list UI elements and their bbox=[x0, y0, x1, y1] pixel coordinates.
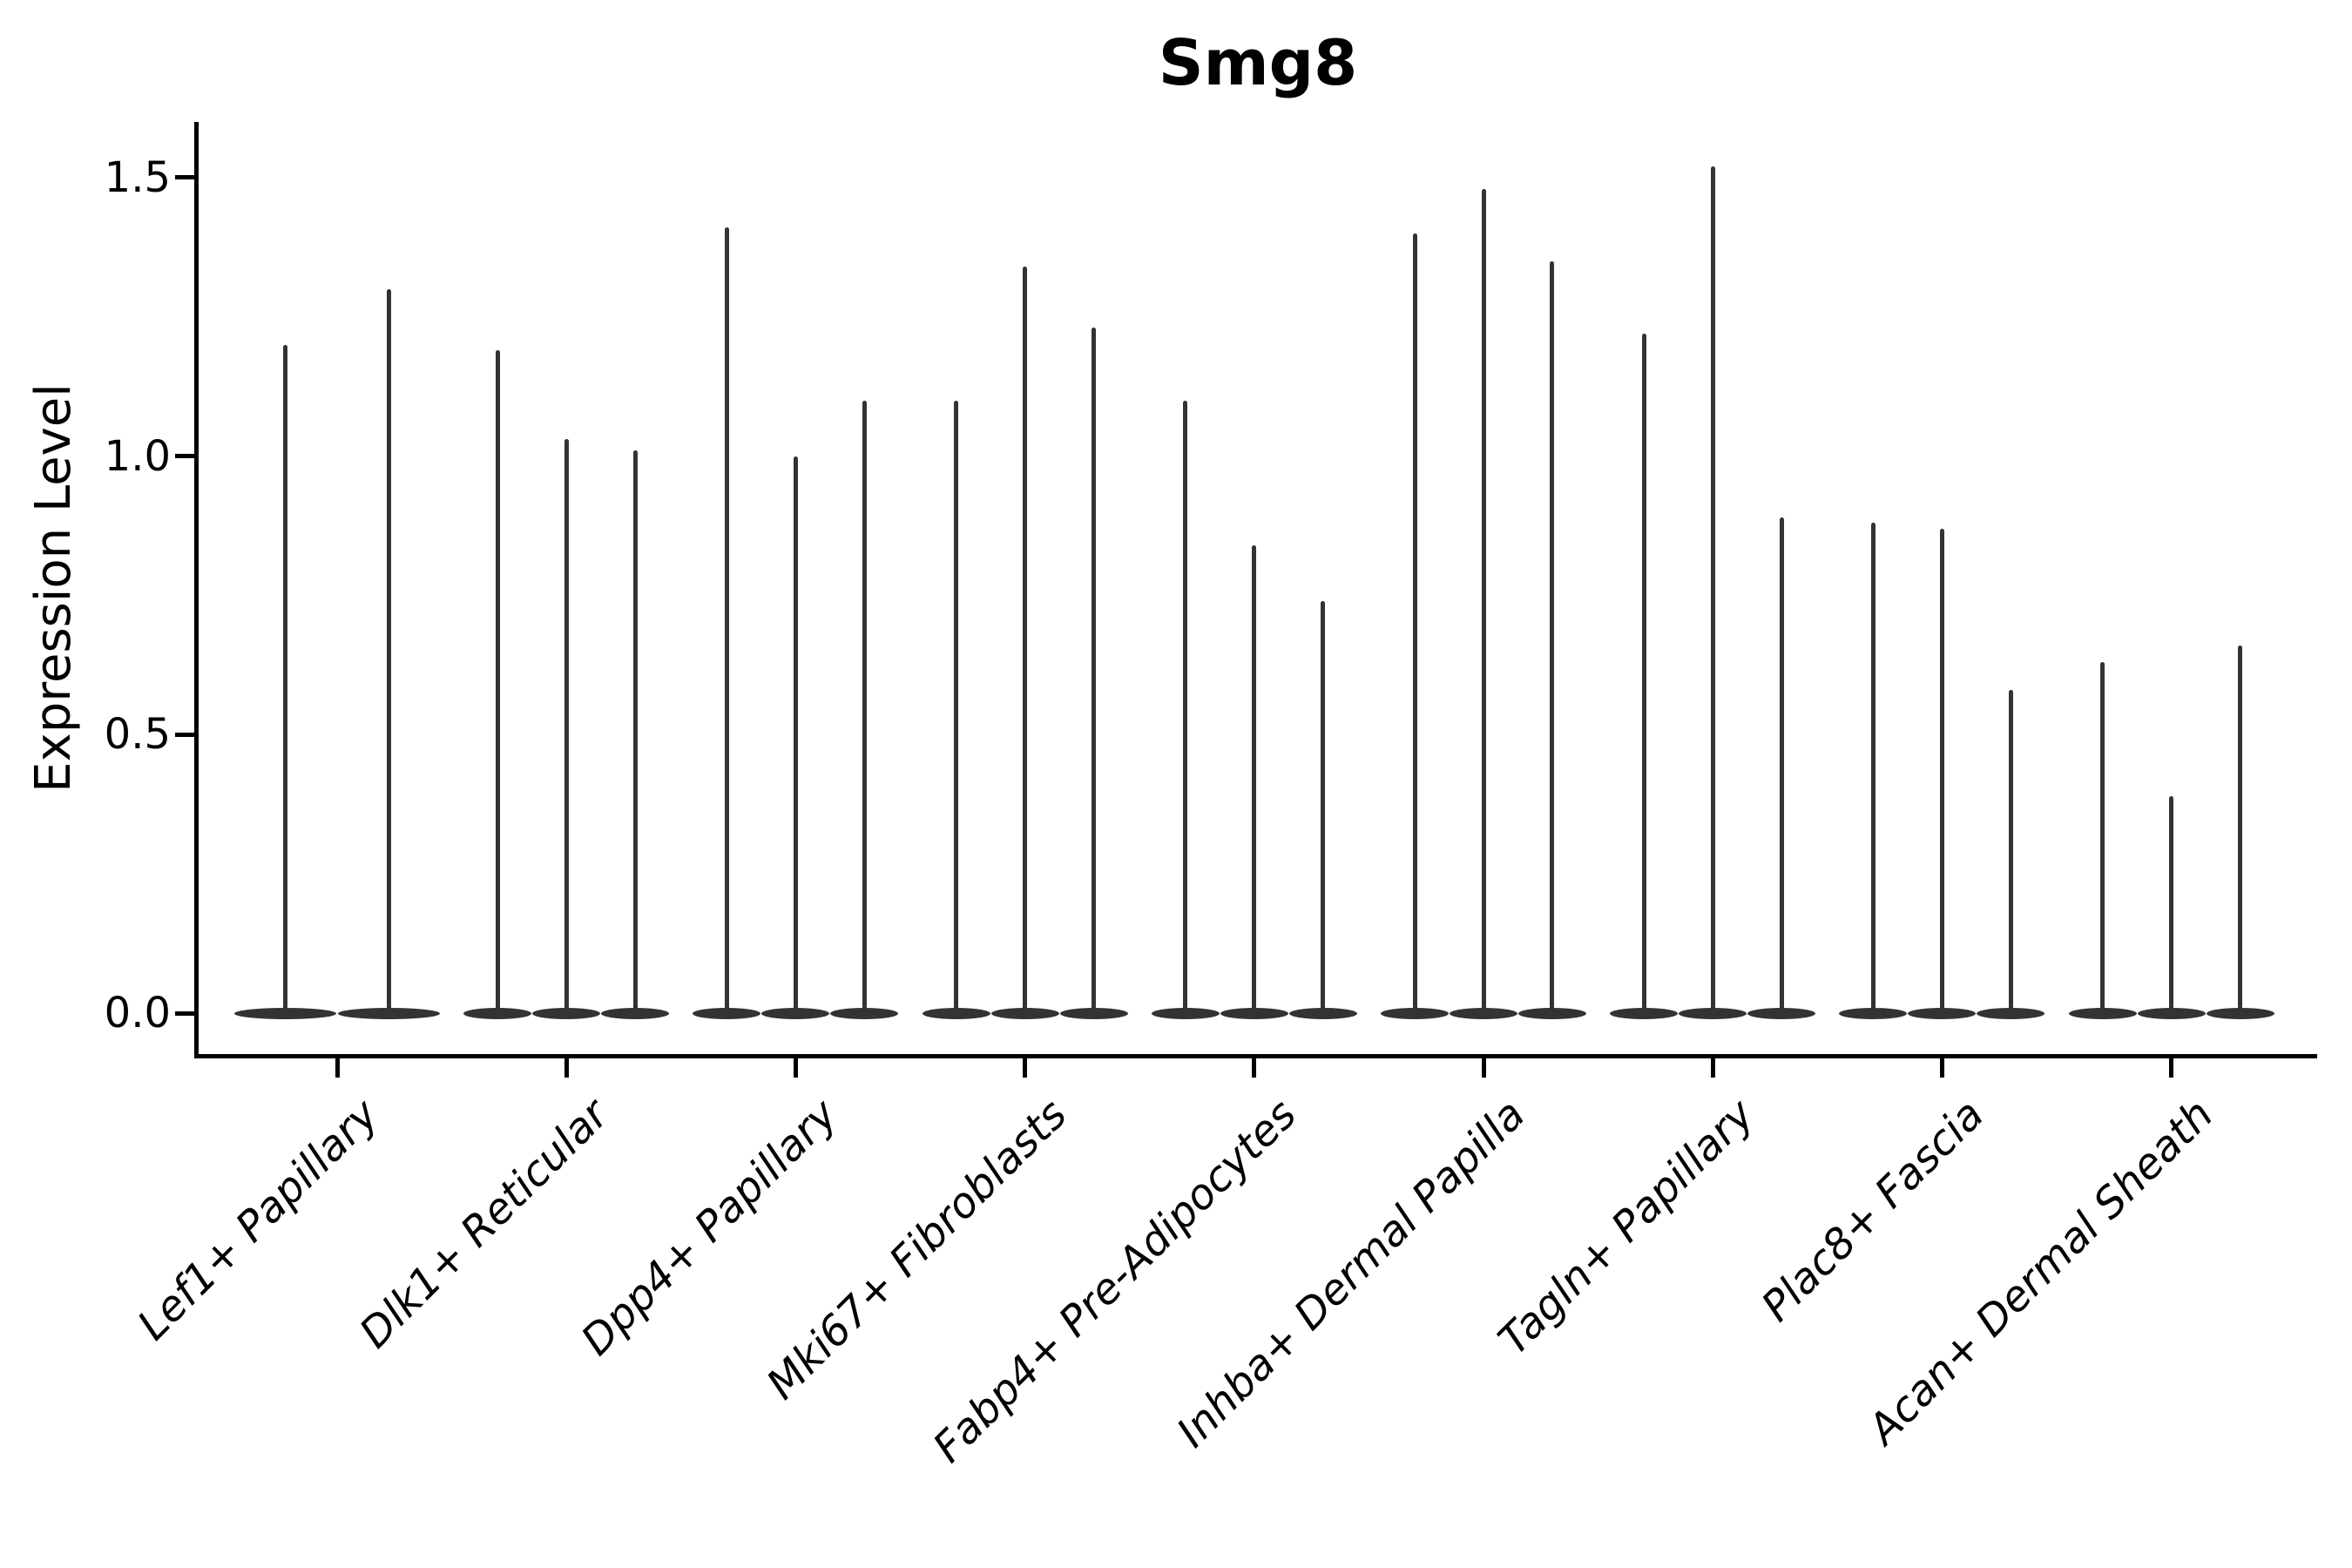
x-tick-label: Dpp4+ Papillary bbox=[571, 1090, 848, 1365]
violin-spike bbox=[2169, 795, 2174, 1017]
y-tick-mark bbox=[175, 1010, 194, 1016]
x-tick-mark bbox=[2169, 1058, 2174, 1078]
x-tick-label: Plac8+ Fascia bbox=[1752, 1090, 1994, 1331]
x-tick-mark bbox=[1939, 1058, 1944, 1078]
y-axis-label: Expression Level bbox=[25, 383, 82, 793]
x-tick-mark bbox=[1252, 1058, 1257, 1078]
violin-spike bbox=[862, 400, 867, 1017]
violin-base bbox=[922, 1007, 990, 1019]
violin-spike bbox=[2008, 690, 2013, 1017]
violin-base bbox=[1059, 1007, 1128, 1019]
violin-base bbox=[1517, 1007, 1586, 1019]
violin-base bbox=[1908, 1007, 1977, 1019]
violin-base bbox=[1747, 1007, 1816, 1019]
violin-base bbox=[2068, 1007, 2137, 1019]
x-axis-spine bbox=[194, 1054, 2317, 1058]
x-tick-label: Tagln+ Papillary bbox=[1489, 1090, 1765, 1365]
x-tick-mark bbox=[1481, 1058, 1486, 1078]
violin-spike bbox=[1252, 544, 1257, 1017]
x-tick-mark bbox=[1023, 1058, 1028, 1078]
x-tick-label: Dlk1+ Reticular bbox=[349, 1090, 618, 1358]
violin-spike bbox=[1183, 400, 1188, 1017]
violin-base bbox=[1839, 1007, 1908, 1019]
x-tick-label: Lef1+ Papillary bbox=[128, 1090, 389, 1350]
violin-spike bbox=[564, 439, 569, 1017]
violin-base bbox=[1381, 1007, 1449, 1019]
violin-base bbox=[1610, 1007, 1679, 1019]
violin-spike bbox=[1870, 523, 1876, 1017]
violin-base bbox=[1151, 1007, 1220, 1019]
violin-spike bbox=[632, 450, 638, 1017]
violin-base bbox=[234, 1007, 337, 1019]
violin-base bbox=[1977, 1007, 2045, 1019]
violin-spike bbox=[1321, 600, 1326, 1017]
violin-spike bbox=[1641, 333, 1646, 1017]
violin-spike bbox=[1779, 517, 1784, 1017]
violin-spike bbox=[1023, 267, 1028, 1017]
violin-base bbox=[830, 1007, 899, 1019]
violin-spike bbox=[1710, 166, 1715, 1017]
violin-base bbox=[990, 1007, 1059, 1019]
violin-spike bbox=[386, 288, 391, 1017]
violin-spike bbox=[793, 456, 798, 1017]
x-tick-mark bbox=[793, 1058, 798, 1078]
violin-base bbox=[1450, 1007, 1517, 1019]
violin-base bbox=[463, 1007, 532, 1019]
y-axis-spine bbox=[194, 122, 199, 1058]
violin-spike bbox=[495, 349, 500, 1017]
violin-spike bbox=[2238, 645, 2243, 1017]
violin-base bbox=[532, 1007, 601, 1019]
violin-base bbox=[1288, 1007, 1357, 1019]
violin-spike bbox=[1939, 528, 1944, 1017]
y-tick-label: 1.5 bbox=[104, 152, 171, 202]
violin-spike bbox=[954, 400, 959, 1017]
y-tick-label: 1.0 bbox=[104, 431, 171, 481]
y-tick-mark bbox=[175, 175, 194, 180]
violin-base bbox=[337, 1007, 440, 1019]
y-tick-label: 0.0 bbox=[104, 989, 171, 1037]
x-tick-mark bbox=[1710, 1058, 1715, 1078]
x-tick-mark bbox=[564, 1058, 569, 1078]
violin-spike bbox=[1412, 233, 1417, 1017]
violin-spike bbox=[2100, 662, 2105, 1017]
violin-base bbox=[1220, 1007, 1288, 1019]
violin-spike bbox=[283, 344, 288, 1017]
violin-base bbox=[601, 1007, 670, 1019]
y-tick-mark bbox=[175, 732, 194, 737]
violin-base bbox=[2137, 1007, 2206, 1019]
violin-base bbox=[2206, 1007, 2274, 1019]
violin-spike bbox=[1481, 188, 1486, 1017]
violin-spike bbox=[1092, 328, 1097, 1017]
violin-base bbox=[1679, 1007, 1747, 1019]
x-tick-label: Fabp4+ Pre-Adipocytes bbox=[923, 1090, 1306, 1472]
y-tick-mark bbox=[175, 454, 194, 458]
y-tick-label: 0.5 bbox=[104, 710, 171, 760]
x-tick-mark bbox=[335, 1058, 340, 1078]
chart-title: Smg8 bbox=[1158, 26, 1358, 99]
violin-base bbox=[693, 1007, 761, 1019]
violin-spike bbox=[724, 227, 729, 1017]
violin-base bbox=[761, 1007, 830, 1019]
violin-spike bbox=[1550, 260, 1555, 1017]
